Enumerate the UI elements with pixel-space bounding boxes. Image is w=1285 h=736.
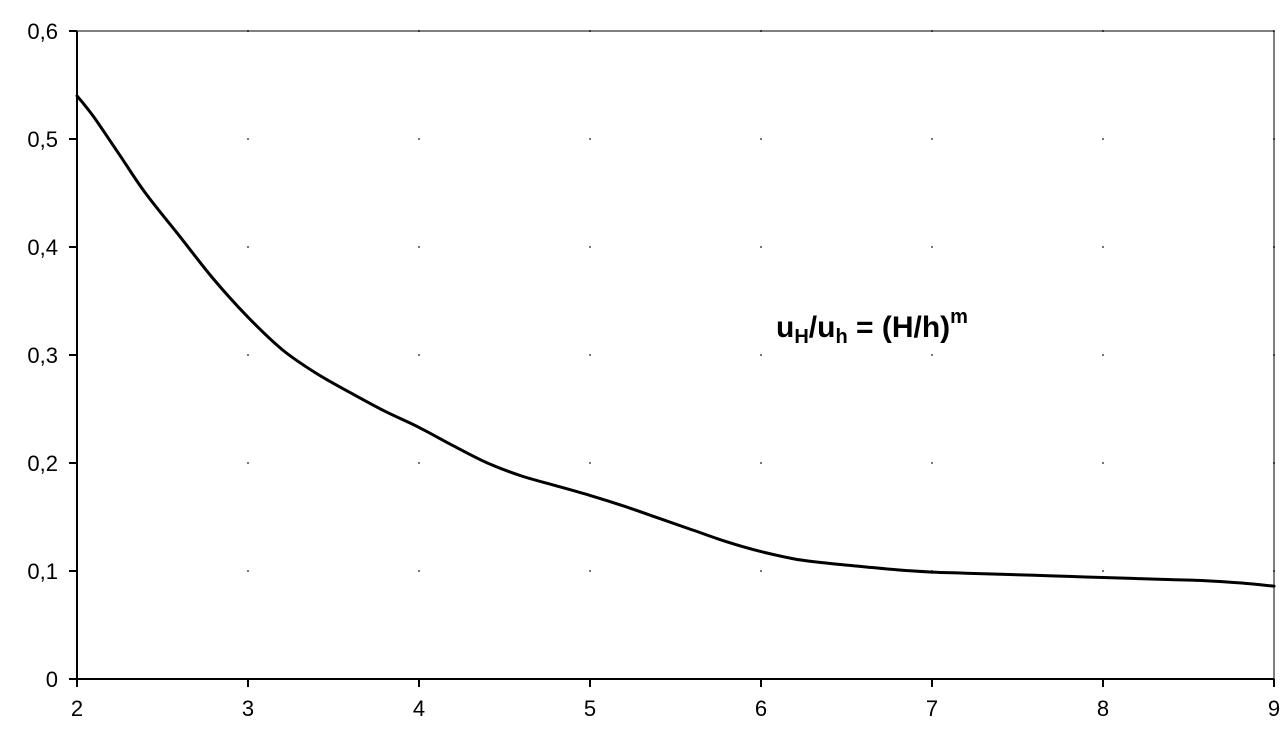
grid-dot <box>589 138 591 140</box>
grid-dot <box>589 570 591 572</box>
annotation-u1: u <box>776 311 794 344</box>
x-tick-label: 2 <box>71 696 83 721</box>
grid-dot <box>418 462 420 464</box>
annotation-sup-m: m <box>950 306 968 328</box>
grid-dot <box>247 138 249 140</box>
x-tick-label: 4 <box>413 696 425 721</box>
series <box>75 94 1276 588</box>
grid-dot <box>931 462 933 464</box>
grid-dot <box>418 354 420 356</box>
grid-dot <box>1102 462 1104 464</box>
annotation-equation: = (H/h) <box>848 311 951 344</box>
x-tick-label: 6 <box>755 696 767 721</box>
x-tick-label: 8 <box>1097 696 1109 721</box>
grid-dot <box>247 246 249 248</box>
annotation-sub-h: h <box>835 326 847 348</box>
axes <box>76 30 1275 680</box>
y-tick-label: 0,2 <box>27 451 58 476</box>
grid-dot <box>931 246 933 248</box>
curve-annotation: uH/uh = (H/h)m <box>776 306 968 348</box>
series-line <box>75 94 1276 588</box>
x-tick-label: 3 <box>242 696 254 721</box>
grid-dot <box>589 462 591 464</box>
y-tick-label: 0,6 <box>27 19 58 44</box>
annotation-slash-u: /u <box>809 311 836 344</box>
grid-dot <box>760 354 762 356</box>
y-tick-label: 0,5 <box>27 127 58 152</box>
grid-dot <box>418 570 420 572</box>
grid-dot <box>1102 354 1104 356</box>
x-tick-label: 9 <box>1268 696 1280 721</box>
grid-dot <box>931 354 933 356</box>
grid-dot <box>418 246 420 248</box>
grid-dot <box>760 462 762 464</box>
grid-dot <box>931 138 933 140</box>
grid-dot <box>589 354 591 356</box>
y-tick-label: 0,4 <box>27 235 58 260</box>
grid-dot <box>418 138 420 140</box>
grid-dot <box>760 246 762 248</box>
grid-dot <box>247 354 249 356</box>
y-tick-label: 0 <box>46 667 58 692</box>
ticks: 0 0,1 0,2 0,3 0,4 0,5 0,6 2 3 4 5 6 7 8 9 <box>27 19 1280 721</box>
grid-dot <box>1102 570 1104 572</box>
grid-dot <box>589 246 591 248</box>
y-tick-label: 0,3 <box>27 343 58 368</box>
grid-dot <box>247 462 249 464</box>
y-tick-label: 0,1 <box>27 559 58 584</box>
grid-dot <box>760 138 762 140</box>
x-tick-label: 5 <box>584 696 596 721</box>
annotation-sub-H: H <box>794 326 808 348</box>
grid-dots <box>247 30 1275 572</box>
grid-dot <box>1102 138 1104 140</box>
grid-dot <box>1102 246 1104 248</box>
grid-dot <box>760 570 762 572</box>
x-tick-label: 7 <box>926 696 938 721</box>
grid-dot <box>247 570 249 572</box>
